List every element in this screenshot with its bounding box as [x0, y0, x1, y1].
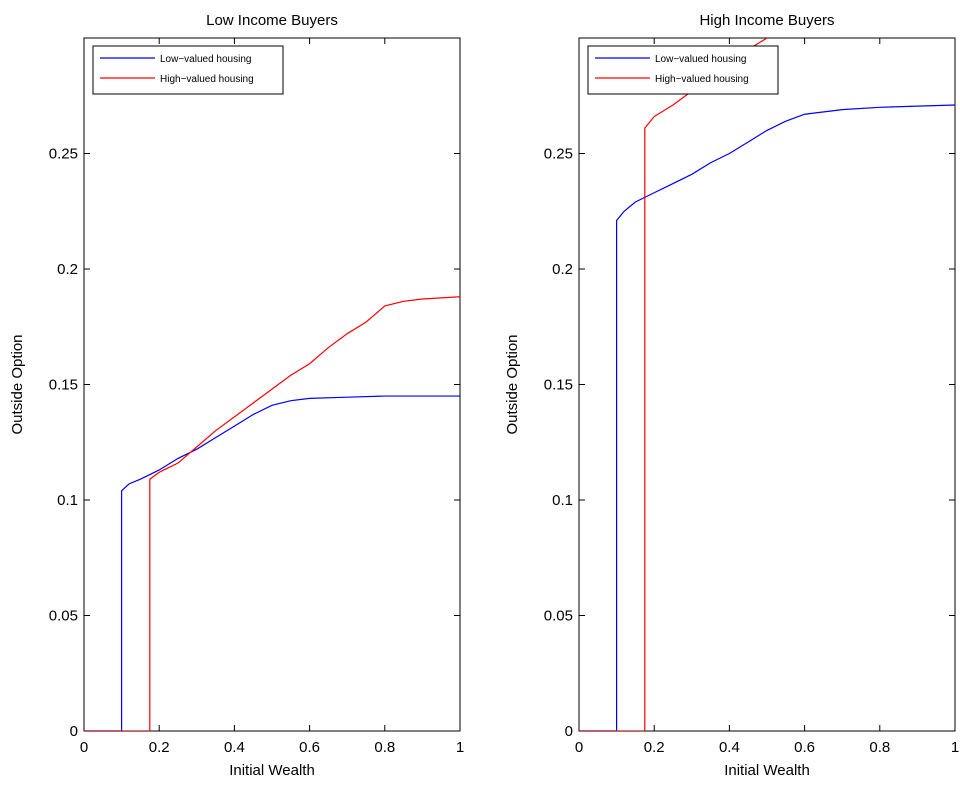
y-tick-label: 0.25 [544, 146, 573, 163]
y-tick-label: 0.1 [552, 492, 573, 509]
x-tick-label: 0.4 [719, 739, 740, 756]
y-tick-label: 0.05 [544, 608, 573, 625]
x-tick-label: 0.6 [299, 739, 320, 756]
x-axis-label: Initial Wealth [724, 762, 810, 779]
y-tick-label: 0.15 [544, 377, 573, 394]
x-axis-label: Initial Wealth [229, 762, 315, 779]
x-tick-label: 0.2 [149, 739, 170, 756]
legend-label: Low−valued housing [160, 54, 251, 65]
x-tick-label: 0 [575, 739, 583, 756]
plot-area [83, 37, 461, 732]
x-tick-label: 0.2 [644, 739, 665, 756]
x-tick-label: 1 [456, 739, 464, 756]
y-tick-label: 0.2 [57, 261, 78, 278]
x-tick-label: 0 [80, 739, 88, 756]
legend-box [92, 45, 284, 95]
y-tick-label: 0.2 [552, 261, 573, 278]
chart-title: Low Income Buyers [206, 12, 338, 29]
x-tick-label: 0.6 [794, 739, 815, 756]
legend-label: Low−valued housing [655, 54, 746, 65]
y-tick-label: 0.05 [49, 608, 78, 625]
x-tick-label: 0.4 [224, 739, 245, 756]
y-tick-label: 0 [70, 723, 78, 740]
legend-box [587, 45, 779, 95]
x-tick-label: 0.8 [374, 739, 395, 756]
line-series [84, 296, 460, 731]
x-tick-label: 0.8 [869, 739, 890, 756]
plot-area [578, 37, 956, 732]
legend-label: High−valued housing [160, 74, 254, 85]
y-tick-label: 0.15 [49, 377, 78, 394]
y-tick-label: 0.1 [57, 492, 78, 509]
y-axis-label: Outside Option [504, 334, 521, 434]
line-series [84, 395, 460, 731]
y-tick-label: 0.25 [49, 146, 78, 163]
x-tick-label: 1 [951, 739, 959, 756]
chart-title: High Income Buyers [699, 12, 834, 29]
legend-label: High−valued housing [655, 74, 749, 85]
y-axis-label: Outside Option [9, 334, 26, 434]
line-series [579, 104, 955, 731]
y-tick-label: 0 [565, 723, 573, 740]
